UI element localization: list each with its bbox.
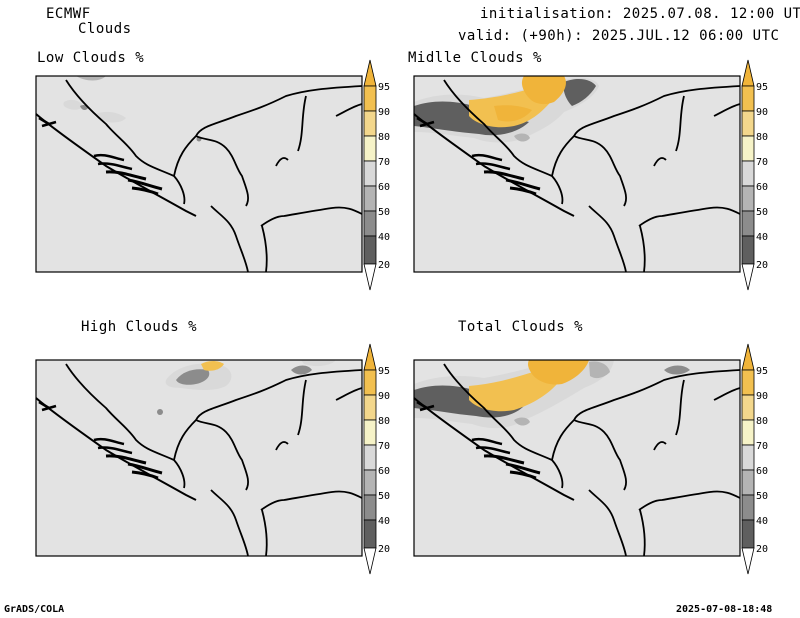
footer-timestamp: 2025-07-08-18:48 [676,604,773,615]
colorbar-label: 40 [756,516,768,527]
model-name: ECMWF [46,6,91,22]
colorbar-label: 40 [756,232,768,243]
colorbar-label: 20 [378,544,390,555]
panel-low-clouds [34,75,364,274]
cloud-field-middle [414,76,599,143]
colorbar-total: 95 90 80 70 60 50 40 20 [741,343,768,575]
cloud-field-low [63,76,202,142]
colorbar-label: 40 [378,516,390,527]
colorbar-label: 95 [756,366,768,377]
colorbar-label: 80 [378,416,390,427]
colorbar-label: 50 [756,207,768,218]
colorbar-label: 80 [756,416,768,427]
colorbar-label: 70 [378,157,390,168]
colorbar-label: 95 [378,366,390,377]
colorbar-label: 50 [378,491,390,502]
colorbar-label: 60 [378,466,390,477]
colorbar-label: 70 [378,441,390,452]
colorbar-label: 80 [378,132,390,143]
colorbar-label: 95 [378,82,390,93]
colorbar-label: 80 [756,132,768,143]
footer-software: GrADS/COLA [4,604,65,615]
colorbar-label: 40 [378,232,390,243]
colorbar-label: 70 [756,157,768,168]
colorbar-label: 90 [378,391,390,402]
cloud-field-high [157,360,336,415]
panel-title-total-clouds: Total Clouds % [458,319,584,335]
panel-middle-clouds [412,75,742,274]
panel-total-clouds [412,359,742,558]
colorbar-low: 95 90 80 70 60 50 40 20 [363,59,390,291]
panel-title-high-clouds: High Clouds % [81,319,198,335]
colorbar-label: 90 [756,391,768,402]
colorbar-label: 95 [756,82,768,93]
colorbar-label: 50 [756,491,768,502]
panel-title-middle-clouds: Midlle Clouds % [408,50,542,66]
init-time: initialisation: 2025.07.08. 12:00 UTC [480,6,800,22]
colorbar-label: 70 [756,441,768,452]
colorbar-middle: 95 90 80 70 60 50 40 20 [741,59,768,291]
colorbar-label: 60 [756,466,768,477]
colorbar-label: 50 [378,207,390,218]
colorbar-label: 90 [378,107,390,118]
cloud-field-total [414,360,690,429]
colorbar-label: 20 [378,260,390,271]
valid-time: valid: (+90h): 2025.JUL.12 06:00 UTC [458,28,780,44]
colorbar-label: 60 [756,182,768,193]
panel-title-low-clouds: Low Clouds % [37,50,145,66]
panel-high-clouds [34,359,364,558]
colorbar-label: 20 [756,544,768,555]
product-name: Clouds [78,21,132,37]
colorbar-high: 95 90 80 70 60 50 40 20 [363,343,390,575]
colorbar-label: 20 [756,260,768,271]
colorbar-label: 90 [756,107,768,118]
colorbar-label: 60 [378,182,390,193]
